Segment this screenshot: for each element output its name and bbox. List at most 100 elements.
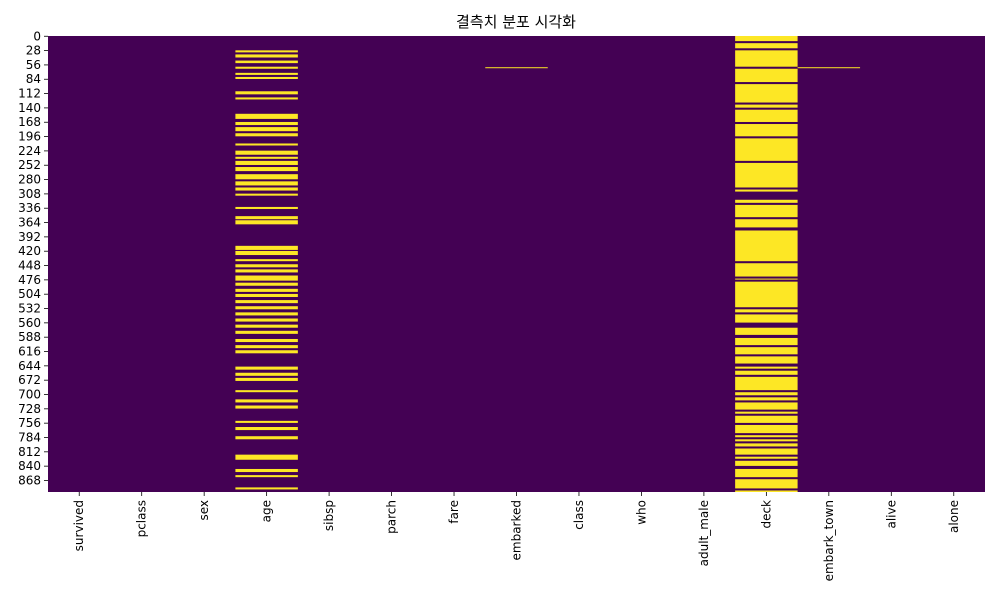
missing-cell [235,405,298,409]
missing-cell [735,479,798,489]
missing-cell [235,143,298,146]
y-tick-label: 280 [18,173,41,187]
missing-cell [235,127,298,132]
missing-cell [235,133,298,137]
y-tick-label: 84 [26,72,41,86]
missing-cell [235,245,298,250]
missing-cell [235,330,298,334]
missing-cell [235,350,298,354]
missing-cell [235,150,298,155]
missing-cell [235,372,298,376]
missing-cell [235,300,298,304]
y-tick-label: 532 [18,302,41,316]
missing-cell [235,60,298,64]
missing-cell [735,347,798,355]
x-tick-label-pclass: pclass [135,500,149,537]
missing-cell [735,309,798,313]
missing-cell [235,454,298,460]
missing-cell [235,377,298,381]
missing-cell [235,269,298,273]
x-axis: survived pclass sex age sibsp parch fare embark… [72,492,961,581]
missing-cell [735,199,798,203]
missing-cell [735,230,798,262]
missing-cell [235,420,298,423]
missing-cell [235,324,298,328]
missing-cell [735,370,798,375]
y-tick-label: 336 [18,201,41,215]
missing-cell [235,288,298,292]
missing-cell [235,206,298,209]
missing-cell [235,427,298,431]
missing-cell [735,278,798,280]
y-tick-label: 140 [18,101,41,115]
missing-cell [235,275,298,281]
missing-cell [235,97,298,100]
missing-cell [735,411,798,414]
x-tick-label-fare: fare [447,500,461,524]
y-tick-label: 224 [18,144,41,158]
missing-cell [235,91,298,95]
missing-cell [735,460,798,466]
x-tick-label-embarked: embarked [510,500,524,561]
y-tick-label: 840 [18,459,41,473]
x-tick-label-who: who [634,500,648,525]
missing-cell [235,259,298,262]
x-tick-label-sex: sex [197,500,211,521]
missing-cell [235,399,298,403]
y-tick-label: 28 [26,44,41,58]
missing-cell [235,293,298,298]
missing-cell [235,181,298,186]
missing-cell [235,113,298,119]
y-tick-label: 560 [18,316,41,330]
missing-cell [235,345,298,349]
y-tick-label: 756 [18,416,41,430]
heatmap-cells [48,36,985,492]
missing-cell [735,109,798,122]
missing-cell [235,167,298,172]
missing-cell [235,54,298,58]
missing-cell [235,193,298,196]
y-tick-label: 476 [18,273,41,287]
missing-cell [735,356,798,364]
y-tick-label: 784 [18,430,41,444]
missing-cell [235,318,298,322]
missing-cell [235,66,298,69]
missing-cell [235,76,298,79]
missing-cell [735,84,798,103]
y-tick-label: 700 [18,388,41,402]
x-tick-label-alone: alone [947,500,961,533]
missing-cell [235,390,298,393]
missing-cell [735,36,798,42]
missing-cell [735,424,798,434]
missing-cell [235,338,298,343]
missing-cell [735,415,798,423]
missing-cell [735,281,798,308]
missing-cell [485,67,548,69]
missing-cell [735,50,798,67]
missing-cell [735,376,798,391]
missing-cell [735,468,798,478]
missing-cell [735,456,798,459]
missing-cell [735,327,798,335]
missing-cell [235,50,298,53]
missing-cell [735,448,798,455]
y-tick-label: 308 [18,187,41,201]
missing-cell [235,475,298,478]
heatmap-background [48,36,985,492]
missing-cell [735,314,798,323]
missing-cell [235,250,298,256]
missing-cell [235,366,298,370]
missing-cell [735,402,798,410]
x-tick-label-age: age [260,500,274,522]
chart-title: 결측치 분포 시각화 [456,13,576,31]
missing-cell [735,439,798,442]
missing-cell [735,204,798,218]
y-tick-label: 644 [18,359,41,373]
missing-cell [235,220,298,225]
y-axis: 0285684112140168196224252280308336364392… [18,29,48,487]
y-tick-label: 252 [18,158,41,172]
missing-cell [735,435,798,438]
missing-cell [235,187,298,191]
missing-cell [235,121,298,126]
